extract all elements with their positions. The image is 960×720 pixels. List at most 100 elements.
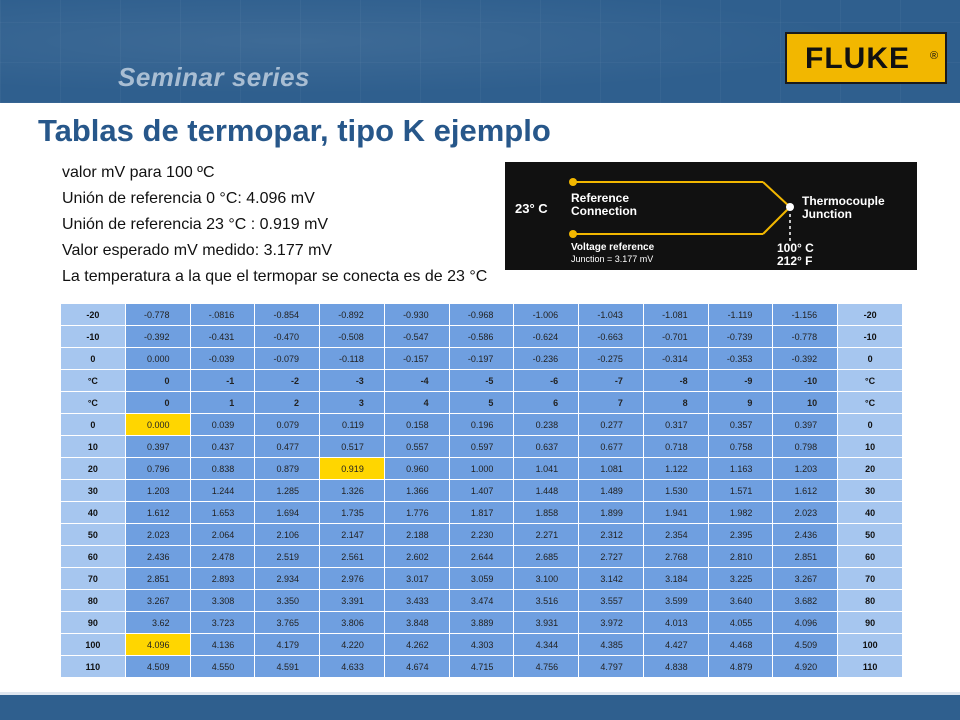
table-cell: 4.262 <box>384 634 449 655</box>
table-cell: 3 <box>320 392 384 413</box>
table-row: 0 0.000 0.039 0.079 0.119 0.158 0.196 0.238 0.27… <box>61 414 902 435</box>
junction-dot-icon <box>786 203 794 211</box>
table-cell: 2.768 <box>643 546 708 567</box>
table-row: 100 4.096 4.136 4.179 4.220 4.262 4.303 4.344 4.… <box>61 634 902 655</box>
table-row: 40 1.612 1.653 1.694 1.735 1.776 1.817 1.858 1.8… <box>61 502 902 523</box>
table-cell: 1 <box>190 392 255 413</box>
table-cell: -0.314 <box>643 348 708 369</box>
table-cell: -0.079 <box>255 348 320 369</box>
table-cell: 0.477 <box>255 436 320 457</box>
table-cell: 3.142 <box>579 568 643 589</box>
table-cell: -0.663 <box>579 326 643 347</box>
table-cell: 1.530 <box>643 480 708 501</box>
table-cell: 2.147 <box>320 524 384 545</box>
table-cell: -0.353 <box>708 348 773 369</box>
table-cell: 1.407 <box>449 480 514 501</box>
table-cell: -0.157 <box>384 348 449 369</box>
table-cell: 2.436 <box>773 524 838 545</box>
table-cell: 4.879 <box>708 656 773 677</box>
table-cell: 1.653 <box>190 502 255 523</box>
table-cell: -3 <box>320 370 384 391</box>
table-temp-header-cell: 110 <box>838 656 902 677</box>
table-cell: -0.701 <box>643 326 708 347</box>
table-cell: 4.674 <box>384 656 449 677</box>
table-cell: 0.158 <box>384 414 449 435</box>
diagram-left-temp: 23° C <box>515 201 548 216</box>
table-temp-header-cell: 0 <box>838 414 902 435</box>
diagram-volt-title: Voltage reference <box>571 242 655 253</box>
table-cell: -0.508 <box>320 326 384 347</box>
table-temp-header-cell: 20 <box>61 458 125 479</box>
table-cell: 4.096 <box>773 612 838 633</box>
table-cell: 3.599 <box>643 590 708 611</box>
table-cell: 0.557 <box>384 436 449 457</box>
diagram-lines <box>569 178 794 242</box>
table-row: 110 4.509 4.550 4.591 4.633 4.674 4.715 4.756 4.… <box>61 656 902 677</box>
table-temp-header-cell: -20 <box>838 304 902 325</box>
table-cell: -0.547 <box>384 326 449 347</box>
table-cell: 3.682 <box>773 590 838 611</box>
table-cell: 3.765 <box>255 612 320 633</box>
table-cell: 3.225 <box>708 568 773 589</box>
table-cell: 0 <box>125 370 190 391</box>
table-temp-header-cell: 60 <box>838 546 902 567</box>
table-temp-header-cell: 90 <box>838 612 902 633</box>
table-cell: 1.285 <box>255 480 320 501</box>
table-cell: -0.778 <box>773 326 838 347</box>
table-cell: 1.776 <box>384 502 449 523</box>
table-temp-header-cell: 60 <box>61 546 125 567</box>
table-row: °C 0 1 2 3 4 5 6 7 8 9 10 °C <box>61 392 902 413</box>
table-cell: 3.267 <box>125 590 190 611</box>
table-cell: 3.848 <box>384 612 449 633</box>
table-cell: 4.055 <box>708 612 773 633</box>
info-line: La temperatura a la que el termopar se c… <box>62 268 488 285</box>
table-cell: -4 <box>384 370 449 391</box>
table-cell: 3.806 <box>320 612 384 633</box>
table-cell: 1.694 <box>255 502 320 523</box>
table-cell: 2.023 <box>125 524 190 545</box>
table-cell: 4.303 <box>449 634 514 655</box>
table-cell: 3.723 <box>190 612 255 633</box>
table-temp-header-cell: 10 <box>61 436 125 457</box>
table-cell: 4.136 <box>190 634 255 655</box>
table-cell: 1.982 <box>708 502 773 523</box>
table-cell: 2.644 <box>449 546 514 567</box>
table-cell: 2.976 <box>320 568 384 589</box>
table-temp-header-cell: 50 <box>838 524 902 545</box>
table-cell: -7 <box>579 370 643 391</box>
table-cell: 7 <box>579 392 643 413</box>
table-cell: 4.013 <box>643 612 708 633</box>
table-cell: 3.184 <box>643 568 708 589</box>
table-row: 90 3.62 3.723 3.765 3.806 3.848 3.889 3.931 3.97… <box>61 612 902 633</box>
info-list: valor mV para 100 ºC Unión de referencia… <box>62 160 487 290</box>
table-cell: 0.000 <box>125 414 190 435</box>
seminar-series-label: Seminar series <box>118 62 311 92</box>
table-cell: 2.312 <box>579 524 643 545</box>
table-cell: 2.106 <box>255 524 320 545</box>
table-cell: 4.096 <box>125 634 190 655</box>
table-cell: 1.612 <box>125 502 190 523</box>
ref-dot-icon <box>569 178 577 186</box>
table-cell: 3.557 <box>579 590 643 611</box>
table-cell: -0.624 <box>514 326 579 347</box>
table-cell: 4.633 <box>320 656 384 677</box>
table-cell: 3.516 <box>514 590 579 611</box>
table-cell: 2.395 <box>708 524 773 545</box>
table-body: -20 -0.778 -.0816 -0.854 -0.892 -0.930 -0.968-… <box>61 304 902 677</box>
diagram-hot-f: 212° F <box>777 254 813 268</box>
table-cell: 4.468 <box>708 634 773 655</box>
table-cell: 0.397 <box>773 414 838 435</box>
table-cell: -0.778 <box>125 304 190 325</box>
table-cell: -0.586 <box>449 326 514 347</box>
info-line: valor mV para 100 ºC <box>62 164 215 181</box>
table-cell: -0.470 <box>255 326 320 347</box>
table-cell: -0.275 <box>579 348 643 369</box>
table-cell: 1.899 <box>579 502 643 523</box>
table-cell: 3.017 <box>384 568 449 589</box>
table-cell: 3.350 <box>255 590 320 611</box>
table-cell: -1.156 <box>773 304 838 325</box>
table-cell: 2.519 <box>255 546 320 567</box>
diagram-volt-sub: Junction = 3.177 mV <box>571 254 654 264</box>
table-cell: 3.391 <box>320 590 384 611</box>
table-cell: 2.810 <box>708 546 773 567</box>
